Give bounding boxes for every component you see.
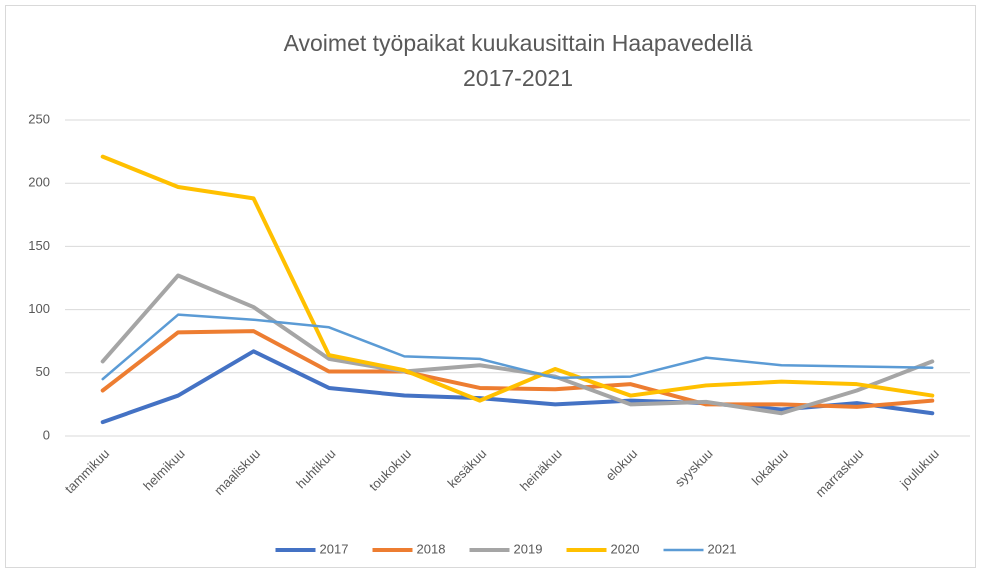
y-tick-label: 250	[28, 111, 50, 126]
legend-label: 2017	[320, 541, 349, 556]
series-line	[101, 313, 934, 381]
y-tick-label: 150	[28, 238, 50, 253]
legend-label: 2021	[708, 541, 737, 556]
series-line	[100, 154, 935, 403]
series-line	[100, 329, 935, 409]
legend-label: 2020	[611, 541, 640, 556]
chart-title: 2017-2021	[463, 65, 573, 91]
legend-label: 2018	[417, 541, 446, 556]
series-line	[100, 273, 935, 416]
y-tick-label: 200	[28, 175, 50, 190]
chart-title: Avoimet työpaikat kuukausittain Haapaved…	[284, 30, 753, 56]
y-tick-label: 0	[43, 427, 50, 442]
y-tick-label: 50	[36, 364, 50, 379]
y-tick-label: 100	[28, 301, 50, 316]
legend-label: 2019	[514, 541, 543, 556]
